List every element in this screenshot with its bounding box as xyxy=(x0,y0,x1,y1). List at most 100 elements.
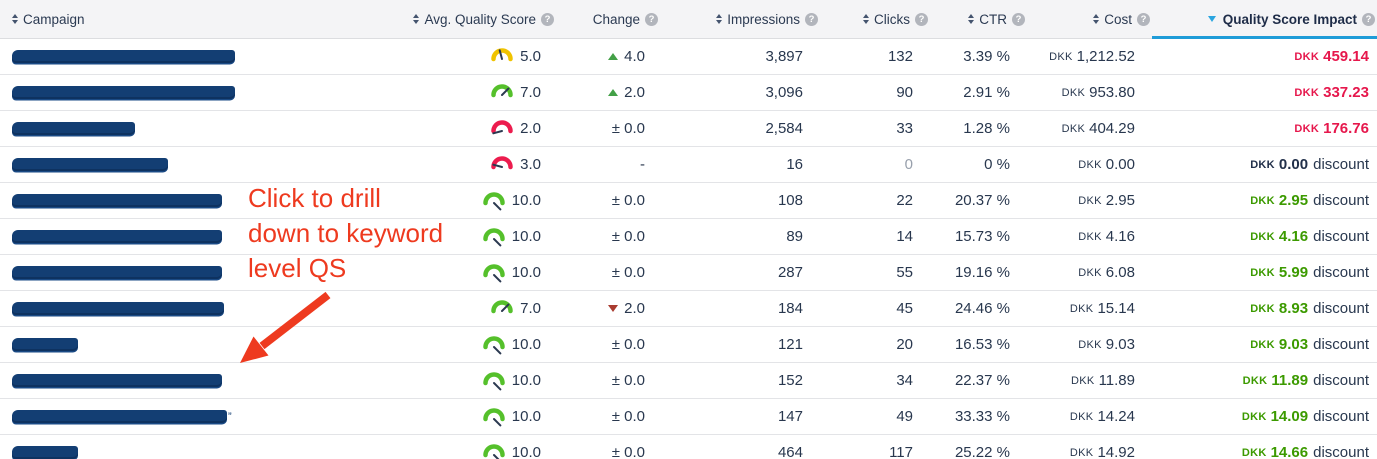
column-header-avg_quality_score[interactable]: Avg. Quality Score? xyxy=(410,0,556,38)
quality-score-gauge-icon xyxy=(483,371,505,390)
currency-label: DKK xyxy=(1250,266,1275,279)
campaign-name-redacted[interactable] xyxy=(12,230,222,243)
impressions-value: 2,584 xyxy=(765,120,803,137)
table-row[interactable]: 5.0 4.0 3,897 132 3.39 % DKK 1,212.52 DKK 459.14 xyxy=(0,39,1377,75)
change-value: ± 0.0 xyxy=(611,192,645,209)
column-header-change[interactable]: Change? xyxy=(556,0,660,38)
cost-cell: DKK 6.08 xyxy=(1027,255,1152,290)
change-value: 2.0 xyxy=(624,84,645,101)
campaign-name-redacted[interactable] xyxy=(12,374,222,387)
table-row[interactable]: 10.0 ± 0.0 108 22 20.37 % DKK 2.95 DKK 2.95 disco… xyxy=(0,183,1377,219)
column-label: CTR xyxy=(979,11,1007,27)
column-header-ctr[interactable]: CTR? xyxy=(930,0,1027,38)
campaign-name-redacted[interactable] xyxy=(12,266,222,279)
ctr-cell: 1.28 % xyxy=(930,111,1027,146)
quality-score-gauge-icon xyxy=(483,443,505,459)
change-value: - xyxy=(640,156,645,173)
column-header-impressions[interactable]: Impressions? xyxy=(660,0,820,38)
campaign-name-redacted[interactable] xyxy=(12,50,235,63)
sort-up-arrow xyxy=(863,14,869,18)
impressions-cell: 121 xyxy=(660,327,820,362)
avg-quality-score-value: 10.0 xyxy=(511,264,541,281)
help-icon[interactable]: ? xyxy=(915,12,928,26)
column-label: Change xyxy=(592,11,640,27)
column-label: Avg. Quality Score xyxy=(424,11,536,27)
impressions-value: 152 xyxy=(777,372,803,389)
currency-label: DKK xyxy=(1250,194,1275,207)
campaign-name-redacted[interactable] xyxy=(12,446,78,459)
change-cell: 2.0 xyxy=(556,75,660,110)
column-header-campaign[interactable]: Campaign xyxy=(0,0,410,38)
table-row[interactable]: 10.0 ± 0.0 152 34 22.37 % DKK 11.89 DKK 11.89 dis… xyxy=(0,363,1377,399)
currency-label: DKK xyxy=(1250,338,1275,351)
change-value: 4.0 xyxy=(624,48,645,65)
ctr-value: 15.73 % xyxy=(954,228,1010,245)
table-row[interactable]: 10.0 ± 0.0 89 14 15.73 % DKK 4.16 DKK 4.16 discou… xyxy=(0,219,1377,255)
campaign-name-redacted[interactable] xyxy=(12,122,135,135)
impressions-cell: 464 xyxy=(660,435,820,459)
campaign-name-redacted[interactable] xyxy=(12,410,227,423)
quality-score-gauge-icon xyxy=(483,263,505,282)
campaign-name-redacted[interactable] xyxy=(12,302,224,315)
cost-value: 4.16 xyxy=(1105,228,1135,245)
sort-icon xyxy=(1093,14,1100,24)
table-row[interactable]: 3.0-16 0 0 % DKK 0.00 DKK 0.00 discount xyxy=(0,147,1377,183)
ctr-value: 2.91 % xyxy=(963,84,1010,101)
table-row[interactable]: 10.0 ± 0.0 121 20 16.53 % DKK 9.03 DKK 9.03 disco… xyxy=(0,327,1377,363)
campaign-cell xyxy=(0,147,410,182)
help-icon[interactable]: ? xyxy=(645,12,658,26)
table-row[interactable]: 10.0 ± 0.0 287 55 19.16 % DKK 6.08 DKK 5.99 disco… xyxy=(0,255,1377,291)
impact-value: 9.03 xyxy=(1278,336,1309,353)
help-icon[interactable]: ? xyxy=(1137,12,1150,26)
impact-value: 11.89 xyxy=(1271,372,1309,389)
campaign-name-redacted[interactable] xyxy=(12,158,168,171)
avg-quality-score-value: 10.0 xyxy=(511,444,541,459)
ctr-value: 3.39 % xyxy=(963,48,1010,65)
cost-cell: DKK 14.24 xyxy=(1027,399,1152,434)
avg-quality-score-value: 10.0 xyxy=(511,228,541,245)
table-body: 5.0 4.0 3,897 132 3.39 % DKK 1,212.52 DKK 459.14… xyxy=(0,39,1377,459)
table-row[interactable]: 7.0 2.0 3,096 90 2.91 % DKK 953.80 DKK 337.23 xyxy=(0,75,1377,111)
sort-down-arrow xyxy=(968,20,975,24)
campaign-name-redacted[interactable] xyxy=(12,338,78,351)
ctr-value: 25.22 % xyxy=(954,444,1010,459)
table-row[interactable]: 2.0 ± 0.0 2,584 33 1.28 % DKK 404.29 DKK 176.76 xyxy=(0,111,1377,147)
sort-down-arrow xyxy=(863,20,869,24)
impressions-value: 287 xyxy=(777,264,803,281)
change-cell: ± 0.0 xyxy=(556,255,660,290)
table-row[interactable]: 10.0 ± 0.0 464 117 25.22 % DKK 14.92 DKK 14.66 di… xyxy=(0,435,1377,459)
ctr-value: 20.37 % xyxy=(954,192,1010,209)
impact-value: 14.09 xyxy=(1270,408,1309,425)
cost-cell: DKK 404.29 xyxy=(1027,111,1152,146)
impressions-value: 121 xyxy=(777,336,803,353)
clicks-value: 90 xyxy=(896,84,913,101)
column-header-cost[interactable]: Cost? xyxy=(1027,0,1152,38)
table-row[interactable]: 7.0 2.0 184 45 24.46 % DKK 15.14 DKK 8.93 discoun… xyxy=(0,291,1377,327)
help-icon[interactable]: ? xyxy=(541,12,554,26)
avg-quality-score-value: 2.0 xyxy=(520,120,541,137)
sort-down-arrow xyxy=(716,20,723,24)
help-icon[interactable]: ? xyxy=(1362,12,1375,26)
change-cell: ± 0.0 xyxy=(556,183,660,218)
ctr-cell: 3.39 % xyxy=(930,39,1027,74)
help-icon[interactable]: ? xyxy=(1012,12,1025,26)
cost-value: 404.29 xyxy=(1089,120,1135,137)
help-icon[interactable]: ? xyxy=(805,12,818,26)
table-row[interactable]: ” 10.0 ± 0.0 147 49 33.33 % DKK 14.24 DKK 14.09 di… xyxy=(0,399,1377,435)
ctr-cell: 24.46 % xyxy=(930,291,1027,326)
cost-cell: DKK 1,212.52 xyxy=(1027,39,1152,74)
quality-score-gauge-icon xyxy=(491,47,513,61)
impressions-cell: 2,584 xyxy=(660,111,820,146)
column-header-clicks[interactable]: Clicks? xyxy=(820,0,930,38)
quality-score-impact-cell: DKK 9.03 discount xyxy=(1152,327,1377,362)
campaign-name-redacted[interactable] xyxy=(12,194,222,207)
campaign-name-redacted[interactable] xyxy=(12,86,235,99)
cost-value: 15.14 xyxy=(1097,300,1135,317)
avg-quality-score-cell: 2.0 xyxy=(410,111,556,146)
ctr-cell: 15.73 % xyxy=(930,219,1027,254)
column-header-quality_score_impact[interactable]: Quality Score Impact? xyxy=(1152,0,1377,39)
cost-cell: DKK 0.00 xyxy=(1027,147,1152,182)
currency-label: DKK xyxy=(1078,266,1102,279)
clicks-cell: 34 xyxy=(820,363,930,398)
